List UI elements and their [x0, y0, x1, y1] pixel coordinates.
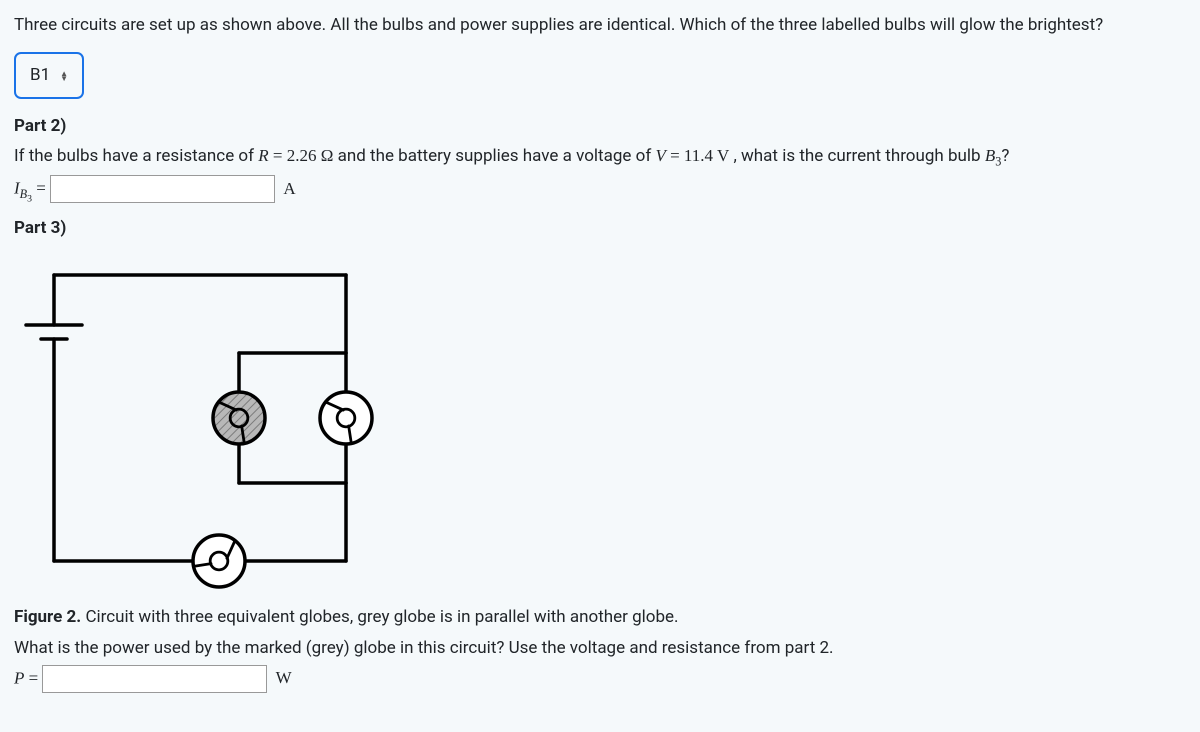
p2-eq2: =: [670, 146, 684, 165]
p2-R: R: [258, 146, 268, 165]
p2-Vv: 11.4 V: [684, 146, 729, 165]
p2-t1: If the bulbs have a resistance of: [14, 146, 258, 166]
bulb-icon: [320, 392, 372, 444]
part3-answer-row: P = W: [14, 665, 1186, 693]
part2-answer-row: IB3 = A: [14, 175, 1186, 206]
sort-icon: ▲▼: [60, 71, 68, 81]
circuit-diagram: [14, 253, 434, 598]
p2-Rv: 2.26 Ω: [287, 146, 334, 165]
p3-eq: =: [29, 668, 43, 687]
p2-aeq: =: [36, 179, 50, 198]
part2-heading: Part 2): [14, 113, 1186, 139]
p2-t2: and the battery supplies have a voltage …: [338, 146, 656, 166]
p2-t3: , what is the current through bulb: [733, 146, 984, 166]
p2-B: B: [985, 146, 995, 165]
figure-caption: Figure 2. Circuit with three equivalent …: [14, 604, 1186, 630]
p2-V: V: [655, 146, 665, 165]
answer-select[interactable]: B1 ▲▼: [14, 52, 84, 98]
figure-2: [14, 253, 1186, 598]
part2-question: If the bulbs have a resistance of R = 2.…: [14, 143, 1186, 171]
fig-cap: Circuit with three equivalent globes, gr…: [81, 607, 678, 627]
part3-heading: Part 3): [14, 215, 1186, 241]
p2-IB: B3: [20, 187, 32, 201]
select-value: B1: [30, 62, 50, 88]
intro-text: Three circuits are set up as shown above…: [14, 12, 1186, 38]
bulb-icon: [213, 392, 265, 444]
part3-question: What is the power used by the marked (gr…: [14, 635, 1186, 661]
p2-eq1: =: [273, 146, 287, 165]
current-input[interactable]: [50, 175, 275, 203]
p3-unit: W: [276, 668, 292, 687]
fig-label: Figure 2.: [14, 607, 81, 627]
power-input[interactable]: [42, 665, 267, 693]
p2-unit: A: [283, 179, 295, 198]
bulb-icon: [193, 535, 245, 587]
p3-P: P: [14, 668, 24, 687]
p2-q: ?: [1001, 146, 1009, 166]
